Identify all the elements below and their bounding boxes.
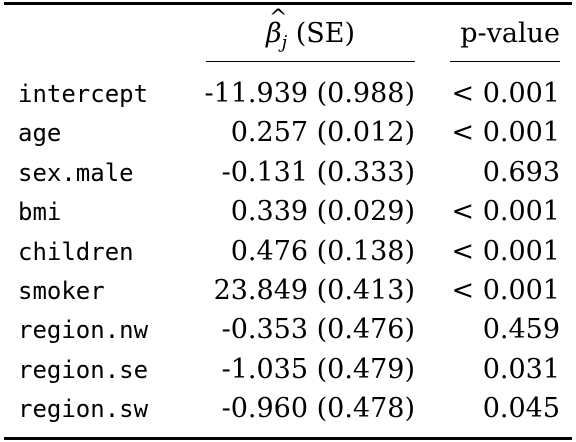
beta-hat-symbol: ^ βj — [265, 6, 288, 61]
header-se-label: (SE) — [287, 18, 356, 49]
table-row: intercept -11.939 (0.988) < 0.001 — [0, 76, 576, 112]
beta-letter: β — [265, 18, 282, 49]
coefficient-se: 0.339 (0.029) — [230, 196, 415, 228]
p-value: < 0.001 — [451, 196, 560, 228]
p-value: < 0.001 — [451, 78, 560, 109]
p-value: < 0.001 — [451, 235, 560, 267]
variable-name: region.sw — [18, 395, 149, 424]
table-row: region.se -1.035 (0.479) 0.031 — [0, 352, 576, 388]
table-row: age 0.257 (0.012) < 0.001 — [0, 115, 576, 151]
table-row: children 0.476 (0.138) < 0.001 — [0, 234, 576, 270]
coefficient-se: 0.476 (0.138) — [230, 235, 415, 267]
coefficient-se: -1.035 (0.479) — [221, 353, 415, 385]
header-pvalue: p-value — [460, 18, 560, 49]
p-value: 0.459 — [482, 314, 560, 346]
table-row: smoker 23.849 (0.413) < 0.001 — [0, 273, 576, 309]
variable-name: region.se — [18, 355, 149, 384]
coefficient-se: 0.257 (0.012) — [230, 117, 415, 149]
header-underline-pvalue — [450, 61, 560, 63]
table-row: region.nw -0.353 (0.476) 0.459 — [0, 312, 576, 348]
table-row: sex.male -0.131 (0.333) 0.693 — [0, 155, 576, 191]
p-value: < 0.001 — [451, 275, 560, 306]
variable-name: smoker — [18, 277, 105, 305]
table-row: region.sw -0.960 (0.478) 0.045 — [0, 391, 576, 427]
variable-name: children — [18, 237, 134, 266]
p-value: 0.693 — [482, 156, 560, 188]
variable-name: region.nw — [18, 316, 149, 345]
hat-accent: ^ — [268, 6, 288, 31]
variable-name: bmi — [18, 198, 62, 227]
coefficient-se: -11.939 (0.988) — [204, 78, 415, 109]
coefficient-se: 23.849 (0.413) — [213, 275, 415, 306]
variable-name: age — [18, 119, 62, 148]
top-rule — [4, 2, 572, 5]
p-value: 0.031 — [482, 353, 560, 385]
table-row: bmi 0.339 (0.029) < 0.001 — [0, 194, 576, 230]
coefficient-se: -0.960 (0.478) — [221, 393, 415, 425]
coefficient-se: -0.131 (0.333) — [221, 156, 415, 188]
beta-subscript: j — [281, 32, 288, 53]
p-value: 0.045 — [482, 393, 560, 425]
bottom-rule — [4, 437, 572, 440]
coefficient-se: -0.353 (0.476) — [221, 314, 415, 346]
header-beta-se: ^ βj (SE) — [206, 6, 415, 61]
variable-name: sex.male — [18, 158, 134, 187]
header-underline-beta — [206, 61, 415, 63]
p-value: < 0.001 — [451, 117, 560, 149]
variable-name: intercept — [18, 80, 149, 108]
